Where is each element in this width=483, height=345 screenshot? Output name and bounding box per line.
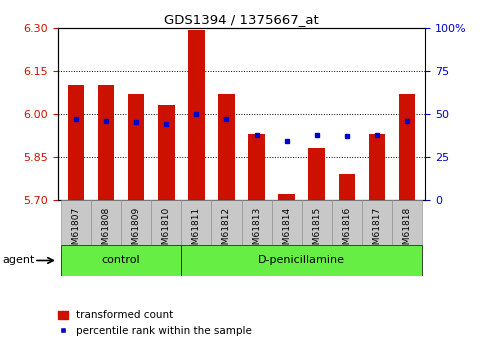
Bar bbox=[218, 94, 235, 200]
Bar bbox=[68, 85, 85, 200]
Bar bbox=[362, 200, 392, 245]
Text: GSM61812: GSM61812 bbox=[222, 207, 231, 256]
Text: GSM61817: GSM61817 bbox=[372, 207, 382, 256]
Bar bbox=[271, 200, 302, 245]
Bar bbox=[158, 105, 174, 200]
Bar bbox=[278, 194, 295, 200]
Text: D-penicillamine: D-penicillamine bbox=[258, 256, 345, 265]
Bar bbox=[188, 30, 205, 200]
Bar bbox=[302, 200, 332, 245]
Bar bbox=[332, 200, 362, 245]
Bar bbox=[91, 200, 121, 245]
Text: GSM61808: GSM61808 bbox=[101, 207, 111, 256]
Bar bbox=[398, 94, 415, 200]
Bar bbox=[212, 200, 242, 245]
Bar bbox=[248, 134, 265, 200]
Bar bbox=[61, 200, 91, 245]
Bar bbox=[181, 245, 422, 276]
Text: GSM61815: GSM61815 bbox=[312, 207, 321, 256]
Bar bbox=[128, 94, 144, 200]
Bar bbox=[151, 200, 181, 245]
Text: GSM61814: GSM61814 bbox=[282, 207, 291, 256]
Text: GSM61816: GSM61816 bbox=[342, 207, 351, 256]
Bar bbox=[121, 200, 151, 245]
Text: control: control bbox=[102, 256, 141, 265]
Text: GSM61807: GSM61807 bbox=[71, 207, 81, 256]
Bar bbox=[369, 134, 385, 200]
Bar bbox=[61, 245, 181, 276]
Text: GSM61810: GSM61810 bbox=[162, 207, 171, 256]
Bar bbox=[392, 200, 422, 245]
Bar bbox=[98, 85, 114, 200]
Bar bbox=[339, 174, 355, 200]
Bar bbox=[309, 148, 325, 200]
Text: GSM61809: GSM61809 bbox=[132, 207, 141, 256]
Bar bbox=[242, 200, 271, 245]
Text: GSM61818: GSM61818 bbox=[402, 207, 412, 256]
Legend: transformed count, percentile rank within the sample: transformed count, percentile rank withi… bbox=[54, 306, 256, 340]
Text: GSM61813: GSM61813 bbox=[252, 207, 261, 256]
Text: GSM61811: GSM61811 bbox=[192, 207, 201, 256]
Bar bbox=[181, 200, 212, 245]
Text: agent: agent bbox=[2, 256, 35, 265]
Title: GDS1394 / 1375667_at: GDS1394 / 1375667_at bbox=[164, 13, 319, 27]
